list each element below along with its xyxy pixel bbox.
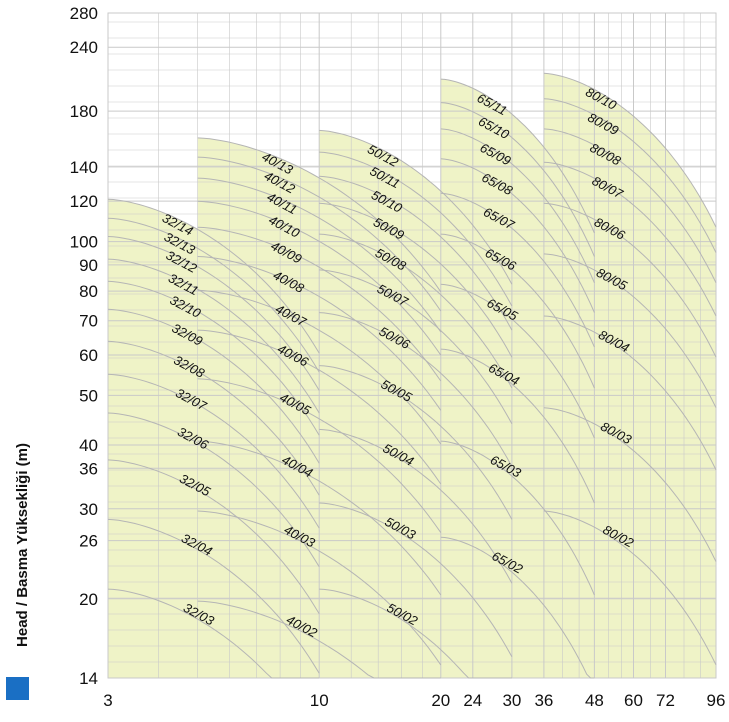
y-tick-label: 30 xyxy=(79,500,98,519)
y-axis-label: Head / Basma Yüksekliği (m) xyxy=(14,443,31,647)
curve-50-10 xyxy=(319,175,513,331)
y-tick-label: 80 xyxy=(79,282,98,301)
curve-32-06 xyxy=(107,412,320,568)
curve-40-08 xyxy=(197,256,442,411)
curve-32-14 xyxy=(107,198,320,354)
curve-80-03 xyxy=(543,407,717,562)
y-tick-labels: 14 20 26 30 36 40 50 60 70 80 90 100 120 140 180 240 280 xyxy=(70,4,98,688)
x-tick-label: 72 xyxy=(656,691,675,710)
y-tick-label: 20 xyxy=(79,590,98,609)
curve-40-06 xyxy=(197,329,442,485)
x-tick-label: 96 xyxy=(707,691,726,710)
curve-32-11 xyxy=(107,258,320,414)
curve-32-12 xyxy=(107,236,320,391)
curve-65-06 xyxy=(440,233,595,389)
curve-50-07 xyxy=(319,269,513,425)
y-tick-label: 140 xyxy=(70,158,98,177)
curve-32-03 xyxy=(107,588,320,679)
curve-40-09 xyxy=(197,226,442,382)
curve-50-05 xyxy=(319,365,513,520)
curve-65-08 xyxy=(440,158,595,313)
curve-40-11 xyxy=(197,177,442,333)
curve-50-06 xyxy=(319,312,513,467)
family-area-80 xyxy=(543,73,716,679)
legend-marker xyxy=(6,677,29,700)
y-tick-label: 14 xyxy=(79,669,98,688)
curve-65-07 xyxy=(440,192,595,348)
x-tick-label: 48 xyxy=(585,691,604,710)
curve-40-03 xyxy=(197,510,442,666)
curve-80-07 xyxy=(543,161,717,317)
x-tick-label: 60 xyxy=(624,691,643,710)
curve-50-09 xyxy=(319,202,513,358)
curve-80-09 xyxy=(543,98,717,253)
y-tick-label: 120 xyxy=(70,192,98,211)
curve-65-09 xyxy=(440,128,595,284)
curve-50-08 xyxy=(319,233,513,389)
curve-80-02 xyxy=(543,510,717,666)
y-tick-label: 240 xyxy=(70,38,98,57)
curve-40-10 xyxy=(197,200,442,356)
y-tick-label: 90 xyxy=(79,256,98,275)
curve-32-09 xyxy=(107,308,320,464)
y-tick-label: 36 xyxy=(79,459,98,478)
curve-80-04 xyxy=(543,315,717,471)
y-tick-label: 50 xyxy=(79,386,98,405)
curve-80-08 xyxy=(543,128,717,284)
curve-80-05 xyxy=(543,253,717,408)
x-tick-label: 24 xyxy=(463,691,482,710)
curve-40-05 xyxy=(197,378,442,533)
x-tick-label: 30 xyxy=(502,691,521,710)
curve-80-10 xyxy=(543,72,717,228)
x-tick-label: 20 xyxy=(431,691,450,710)
curve-50-12 xyxy=(319,129,513,285)
curve-80-06 xyxy=(543,202,717,358)
curve-65-11 xyxy=(440,78,595,234)
y-tick-label: 180 xyxy=(70,102,98,121)
curve-65-02 xyxy=(440,536,595,679)
x-tick-label: 36 xyxy=(534,691,553,710)
curve-65-05 xyxy=(440,283,595,439)
x-tick-label: 10 xyxy=(310,691,329,710)
curve-32-07 xyxy=(107,373,320,529)
curve-32-10 xyxy=(107,280,320,436)
y-tick-label: 60 xyxy=(79,346,98,365)
curve-32-05 xyxy=(107,459,320,614)
curve-50-11 xyxy=(319,151,513,307)
curve-40-07 xyxy=(197,289,442,445)
x-tick-label: 3 xyxy=(103,691,112,710)
y-tick-label: 40 xyxy=(79,436,98,455)
x-tick-labels: 3 10 20 24 30 36 48 60 72 96 xyxy=(103,691,725,710)
y-tick-label: 100 xyxy=(70,233,98,252)
curve-40-13 xyxy=(197,137,442,293)
grid-lines xyxy=(107,12,717,679)
model-curves xyxy=(107,72,717,679)
curve-40-12 xyxy=(197,156,442,312)
curve-50-02 xyxy=(319,588,512,679)
curve-65-04 xyxy=(440,348,595,504)
curve-50-04 xyxy=(319,428,513,584)
curve-40-04 xyxy=(197,440,442,596)
y-tick-label: 26 xyxy=(79,532,98,551)
curve-40-02 xyxy=(197,600,441,679)
curve-32-08 xyxy=(107,340,320,496)
curve-65-03 xyxy=(440,440,595,596)
y-tick-label: 70 xyxy=(79,312,98,331)
y-tick-label: 280 xyxy=(70,4,98,23)
curve-65-10 xyxy=(440,102,595,257)
curve-50-03 xyxy=(319,502,513,658)
